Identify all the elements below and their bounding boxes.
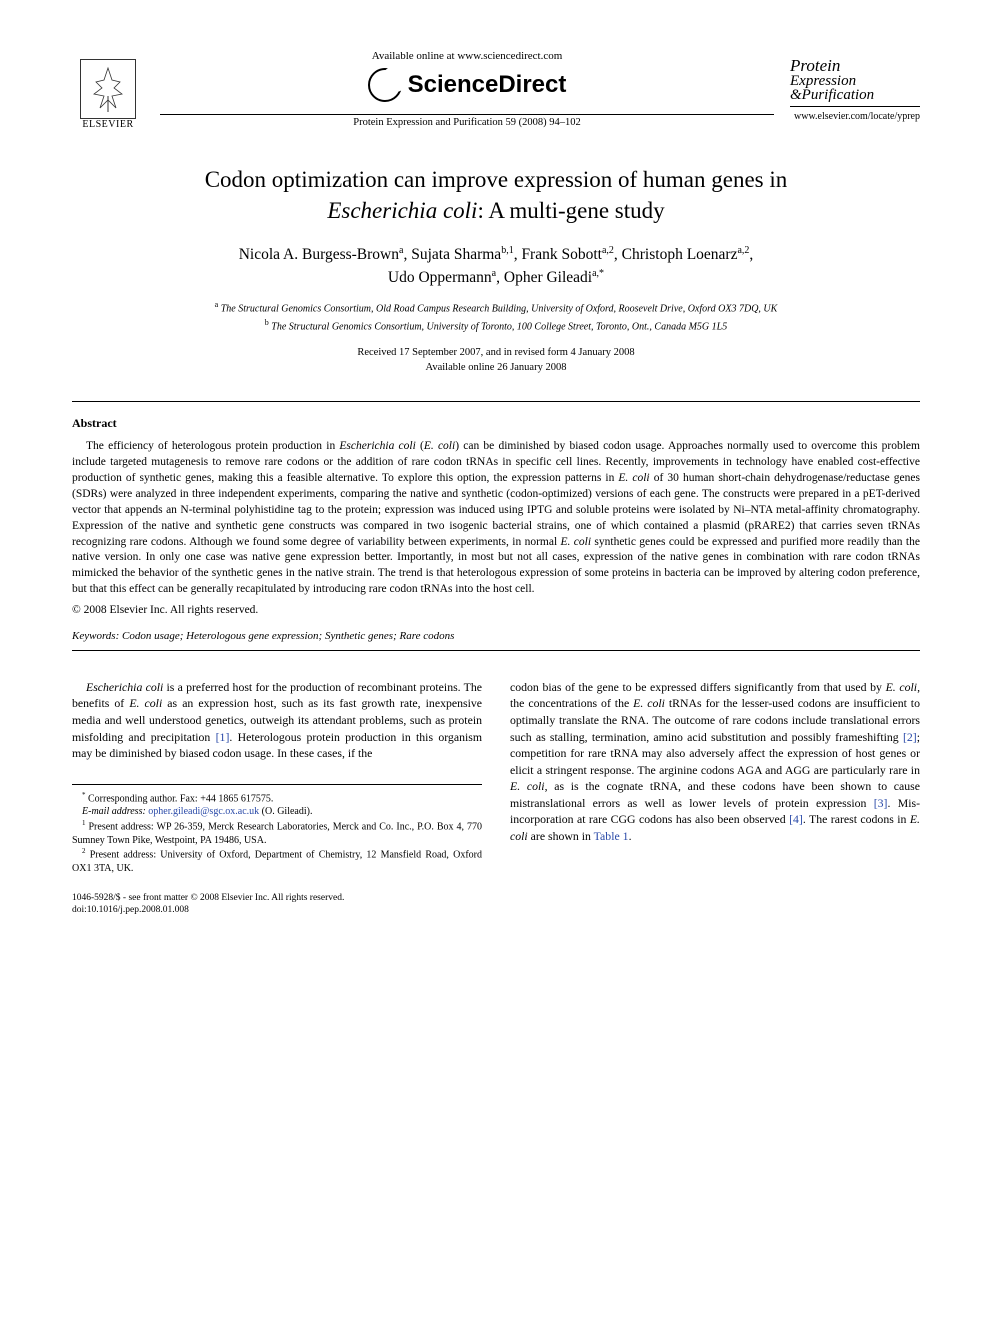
journal-logo: Protein Expression &Purification [790, 56, 920, 107]
keywords-value: Codon usage; Heterologous gene expressio… [122, 630, 454, 642]
journal-url: www.elsevier.com/locate/yprep [794, 111, 920, 122]
abstract-copyright: © 2008 Elsevier Inc. All rights reserved… [72, 604, 920, 616]
email-line: E-mail address: opher.gileadi@sgc.ox.ac.… [72, 805, 482, 819]
author-6: Opher Gileadi [504, 269, 592, 286]
elsevier-tree-icon [80, 59, 136, 119]
corresponding-email[interactable]: opher.gileadi@sgc.ox.ac.uk [148, 806, 259, 817]
journal-logo-block: Protein Expression &Purification www.els… [790, 56, 920, 122]
available-date: Available online 26 January 2008 [426, 362, 567, 373]
footnotes: * Corresponding author. Fax: +44 1865 61… [72, 784, 482, 876]
sciencedirect-logo: ScienceDirect [160, 68, 774, 102]
keywords: Keywords: Codon usage; Heterologous gene… [72, 630, 920, 642]
abstract-body: The efficiency of heterologous protein p… [72, 439, 920, 598]
article-title: Codon optimization can improve expressio… [72, 164, 920, 226]
author-1: Nicola A. Burgess-Brown [239, 246, 399, 263]
abstract-heading: Abstract [72, 416, 920, 431]
affil-b: The Structural Genomics Consortium, Univ… [271, 321, 727, 332]
body-column-left: Escherichia coli is a preferred host for… [72, 679, 482, 917]
author-3: Frank Sobott [521, 246, 602, 263]
elsevier-label: ELSEVIER [82, 119, 133, 130]
title-rest: : A multi-gene study [477, 198, 664, 223]
footnote-2: 2 Present address: University of Oxford,… [72, 847, 482, 875]
affil-a: The Structural Genomics Consortium, Old … [221, 304, 778, 315]
author-list: Nicola A. Burgess-Browna, Sujata Sharmab… [72, 244, 920, 289]
journal-name-3: &Purification [790, 87, 920, 104]
front-matter: 1046-5928/$ - see front matter © 2008 El… [72, 892, 482, 918]
elsevier-logo: ELSEVIER [72, 48, 144, 130]
footnote-1: 1 Present address: WP 26-359, Merck Rese… [72, 819, 482, 847]
author-5: Udo Oppermann [388, 269, 492, 286]
title-line1: Codon optimization can improve expressio… [205, 167, 788, 192]
sciencedirect-swoosh-icon [368, 68, 402, 102]
abstract-bottom-rule [72, 650, 920, 651]
body-para-2: codon bias of the gene to be expressed d… [510, 679, 920, 844]
front-matter-line: 1046-5928/$ - see front matter © 2008 El… [72, 892, 482, 905]
journal-reference: Protein Expression and Purification 59 (… [160, 117, 774, 128]
header-rule [160, 114, 774, 115]
title-species: Escherichia coli [327, 198, 477, 223]
center-header: Available online at www.sciencedirect.co… [144, 50, 790, 128]
available-online-text: Available online at www.sciencedirect.co… [160, 50, 774, 62]
corresponding-author: * Corresponding author. Fax: +44 1865 61… [72, 791, 482, 806]
received-date: Received 17 September 2007, and in revis… [357, 347, 634, 358]
article-dates: Received 17 September 2007, and in revis… [72, 346, 920, 375]
body-para-1: Escherichia coli is a preferred host for… [72, 679, 482, 762]
author-2: Sujata Sharma [411, 246, 501, 263]
body-columns: Escherichia coli is a preferred host for… [72, 679, 920, 917]
sciencedirect-text: ScienceDirect [408, 71, 567, 99]
affiliations: a The Structural Genomics Consortium, Ol… [72, 299, 920, 334]
body-column-right: codon bias of the gene to be expressed d… [510, 679, 920, 917]
author-4: Christoph Loenarz [622, 246, 738, 263]
keywords-label: Keywords: [72, 630, 119, 642]
doi: doi:10.1016/j.pep.2008.01.008 [72, 904, 482, 917]
journal-header: ELSEVIER Available online at www.science… [72, 48, 920, 130]
